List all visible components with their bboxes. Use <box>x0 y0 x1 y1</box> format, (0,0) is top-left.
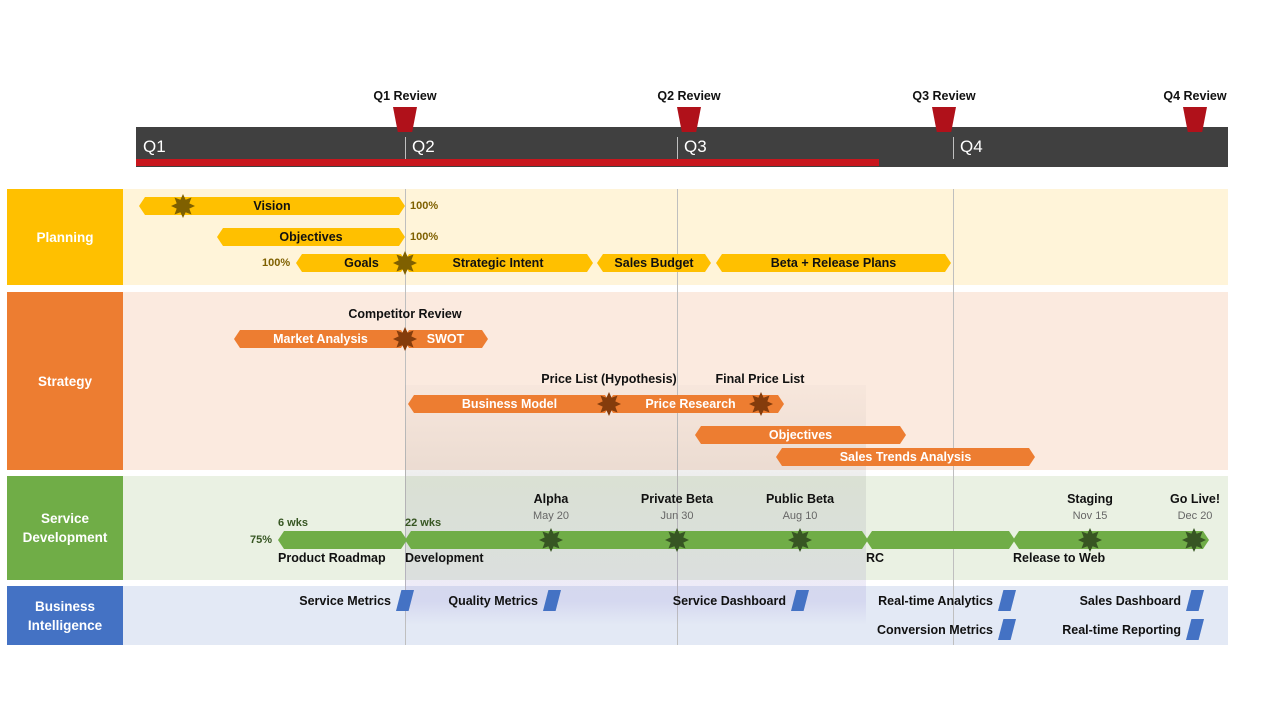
task-price-research[interactable]: Price Research <box>607 395 784 413</box>
q4-review-label: Q4 Review <box>1163 89 1227 103</box>
star-milestone-icon[interactable] <box>1078 528 1102 552</box>
goals-percent: 100% <box>262 257 291 269</box>
row-label-strategy: Strategy <box>7 292 123 470</box>
milestone-public-beta-date: Aug 10 <box>782 510 818 522</box>
bi-marker-icon[interactable] <box>543 590 561 611</box>
task-objectives[interactable]: Objectives <box>217 228 405 246</box>
task-market-analysis[interactable]: Market Analysis <box>234 330 407 348</box>
quarter-divider <box>677 137 678 159</box>
milestone-alpha-label: Alpha <box>533 492 569 506</box>
gridline-q4 <box>953 189 954 645</box>
milestone-price-list-label: Price List (Hypothesis) <box>541 372 677 386</box>
star-milestone-icon[interactable] <box>539 528 563 552</box>
q3-review-label: Q3 Review <box>912 89 976 103</box>
task-sales-trends-analysis[interactable]: Sales Trends Analysis <box>776 448 1035 466</box>
star-milestone-icon[interactable] <box>1182 528 1206 552</box>
bi-marker-icon[interactable] <box>791 590 809 611</box>
objectives-percent: 100% <box>410 231 439 243</box>
task-business-model[interactable]: Business Model <box>408 395 611 413</box>
roadmap-percent: 75% <box>250 534 273 546</box>
task-beta-release-plans[interactable]: Beta + Release Plans <box>716 254 951 272</box>
product-roadmap-label: Product Roadmap <box>278 551 386 565</box>
bi-marker-icon[interactable] <box>998 619 1016 640</box>
quarter-divider <box>953 137 954 159</box>
development-label: Development <box>405 551 484 565</box>
task-vision[interactable]: Vision <box>139 197 405 215</box>
star-milestone-icon[interactable] <box>597 392 621 416</box>
star-milestone-icon[interactable] <box>393 251 417 275</box>
star-milestone-icon[interactable] <box>665 528 689 552</box>
row-label-business-intelligence: Business Intelligence <box>7 586 123 645</box>
bi-realtime-analytics: Real-time Analytics <box>878 594 993 608</box>
vision-percent: 100% <box>410 200 439 212</box>
development-duration: 22 wks <box>405 517 442 529</box>
task-sales-budget[interactable]: Sales Budget <box>597 254 711 272</box>
milestone-public-beta-label: Public Beta <box>765 492 835 506</box>
q2-review-label: Q2 Review <box>657 89 721 103</box>
task-product-roadmap[interactable] <box>278 531 407 549</box>
task-goals[interactable]: Goals <box>296 254 407 272</box>
quarter-divider <box>405 137 406 159</box>
quarter-q1: Q1 <box>143 137 166 156</box>
rc-label: RC <box>866 551 885 565</box>
quarter-q2: Q2 <box>412 137 435 156</box>
star-milestone-icon[interactable] <box>171 194 195 218</box>
task-strategy-objectives[interactable]: Objectives <box>695 426 906 444</box>
star-milestone-icon[interactable] <box>393 327 417 351</box>
task-rc[interactable] <box>866 531 1015 549</box>
milestone-alpha-date: May 20 <box>532 510 570 522</box>
roadmap-duration: 6 wks <box>278 517 308 529</box>
milestone-go-live-date: Dec 20 <box>1177 510 1213 522</box>
quarter-q4: Q4 <box>960 137 983 156</box>
bi-band <box>123 586 1228 645</box>
quarter-q3: Q3 <box>684 137 707 156</box>
row-label-planning: Planning <box>7 189 123 285</box>
bi-marker-icon[interactable] <box>396 590 414 611</box>
bi-sales-dashboard: Sales Dashboard <box>1079 594 1181 608</box>
bi-service-metrics: Service Metrics <box>299 594 391 608</box>
milestone-private-beta-label: Private Beta <box>640 492 714 506</box>
gridline-q2 <box>405 189 406 645</box>
milestone-final-price-list-label: Final Price List <box>715 372 805 386</box>
task-swot[interactable]: SWOT <box>403 330 488 348</box>
task-development[interactable] <box>405 531 868 549</box>
release-to-web-label: Release to Web <box>1013 551 1106 565</box>
star-milestone-icon[interactable] <box>788 528 812 552</box>
highlight-overlay <box>405 385 866 625</box>
bi-marker-icon[interactable] <box>1186 590 1204 611</box>
milestone-competitor-review-label: Competitor Review <box>348 307 462 321</box>
bi-marker-icon[interactable] <box>1186 619 1204 640</box>
bi-service-dashboard: Service Dashboard <box>672 594 786 608</box>
milestone-staging-label: Staging <box>1067 492 1113 506</box>
milestone-go-live-label: Go Live! <box>1169 492 1221 506</box>
task-release-to-web[interactable] <box>1013 531 1209 549</box>
bi-quality-metrics: Quality Metrics <box>448 594 538 608</box>
milestone-staging-date: Nov 15 <box>1072 510 1108 522</box>
q1-review-label: Q1 Review <box>373 89 437 103</box>
gridline-q3 <box>677 189 678 645</box>
star-milestone-icon[interactable] <box>749 392 773 416</box>
row-label-service-development: Service Development <box>7 476 123 580</box>
bi-conversion-metrics: Conversion Metrics <box>876 623 993 637</box>
bi-realtime-reporting: Real-time Reporting <box>1062 623 1181 637</box>
bi-marker-icon[interactable] <box>998 590 1016 611</box>
task-strategic-intent[interactable]: Strategic Intent <box>403 254 593 272</box>
service-band <box>123 476 1228 580</box>
milestone-private-beta-date: Jun 30 <box>660 510 694 522</box>
timeline-progress <box>136 159 879 166</box>
strategy-band <box>123 292 1228 470</box>
